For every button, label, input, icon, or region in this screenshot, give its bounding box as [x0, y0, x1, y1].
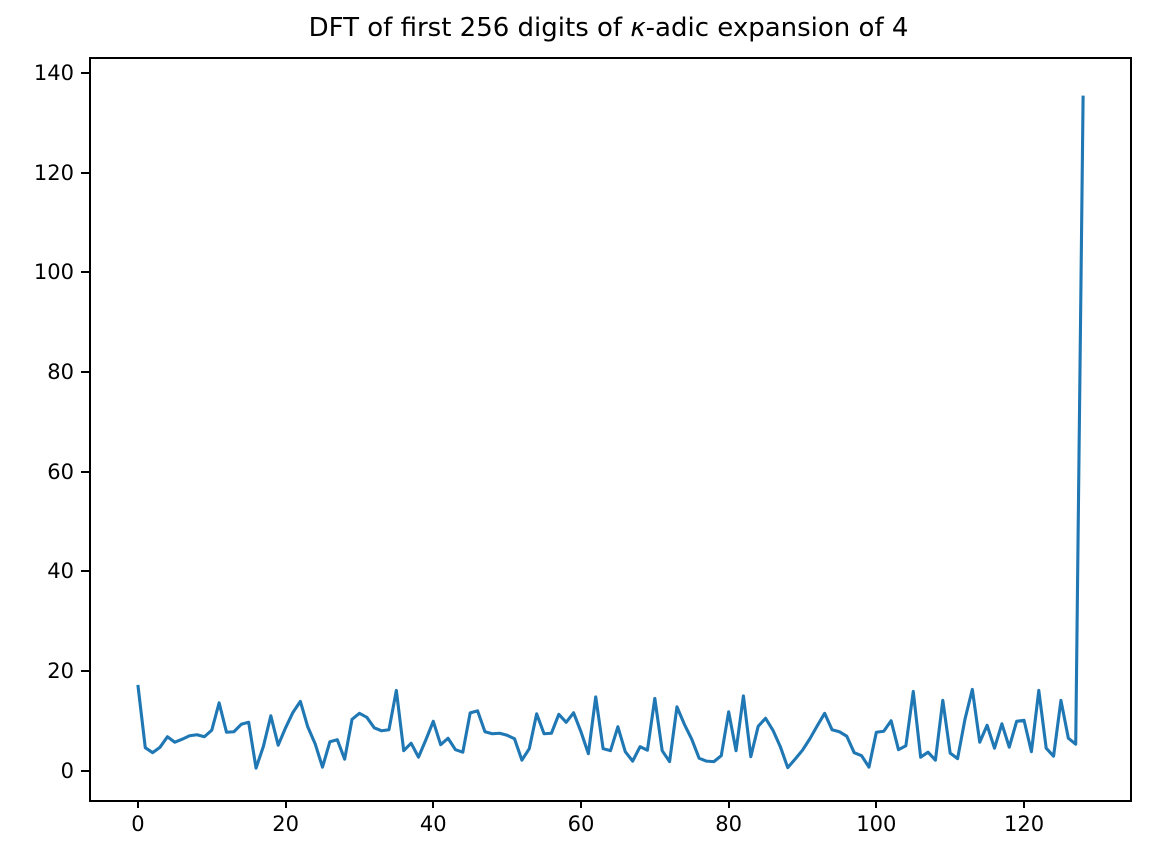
y-axis-tick-label: 0 [60, 758, 74, 783]
dft-magnitude-line [136, 95, 1085, 770]
y-axis-tick [81, 271, 89, 274]
y-axis-tick [81, 769, 89, 772]
x-axis-tick [579, 800, 582, 808]
x-axis-tick [1023, 800, 1026, 808]
y-axis-tick [81, 72, 89, 75]
y-axis-tick [81, 570, 89, 573]
y-axis-tick-label: 20 [47, 658, 74, 683]
x-axis-tick [136, 800, 139, 808]
y-axis-tick-label: 140 [33, 61, 74, 86]
x-axis-tick-label: 80 [715, 812, 743, 836]
y-axis-tick [81, 371, 89, 374]
y-axis-tick [81, 669, 89, 672]
x-axis-tick [875, 800, 878, 808]
x-axis-tick-label: 40 [419, 812, 447, 836]
y-axis-tick-label: 120 [33, 160, 74, 185]
y-axis-tick-label: 80 [47, 360, 74, 385]
plot-axes-area [89, 57, 1132, 802]
x-axis-tick-label: 100 [856, 812, 897, 836]
y-axis-tick-label: 40 [47, 559, 74, 584]
y-axis-tick-label: 100 [33, 260, 74, 285]
x-axis-tick-label: 0 [131, 812, 145, 836]
x-axis-tick-label: 60 [567, 812, 595, 836]
x-axis-tick [727, 800, 730, 808]
y-axis-tick-label: 60 [47, 459, 74, 484]
chart-title-kappa-symbol: κ [630, 13, 646, 43]
x-axis-tick-label: 120 [1003, 812, 1045, 836]
y-axis-tick [81, 171, 89, 174]
chart-title-text-left: DFT of first 256 digits of [308, 13, 631, 43]
x-axis-tick [432, 800, 435, 808]
plot-canvas [136, 95, 1085, 770]
chart-title-text-right: -adic expansion of 4 [645, 13, 909, 43]
chart-title: DFT of first 256 digits of κ-adic expans… [89, 13, 1128, 43]
y-axis-tick [81, 470, 89, 473]
x-axis-tick-label: 20 [272, 812, 299, 836]
x-axis-tick [284, 800, 287, 808]
